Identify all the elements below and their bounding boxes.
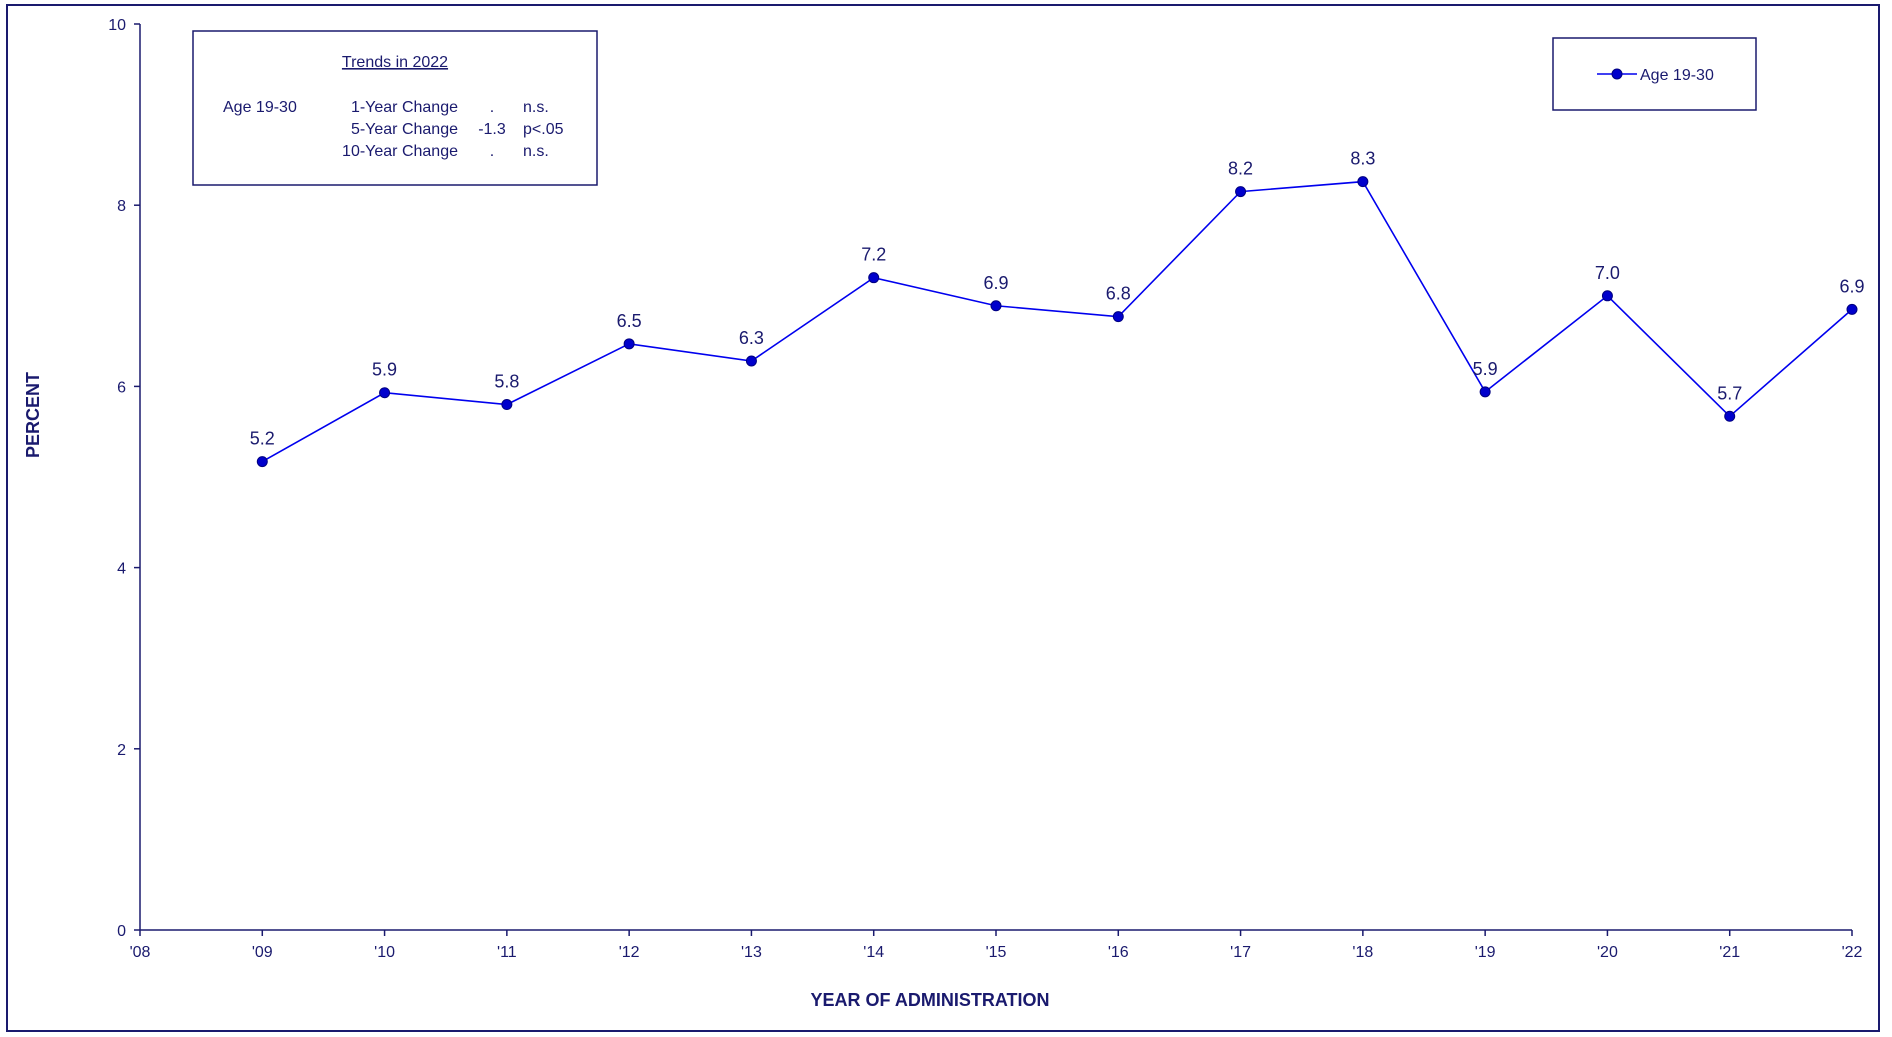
data-label: 5.8 (494, 372, 519, 392)
trends-row-sig: n.s. (523, 99, 549, 116)
data-label: 8.3 (1350, 149, 1375, 169)
data-point (1601, 290, 1613, 302)
trends-row-sig: n.s. (523, 143, 549, 160)
y-tick-label: 4 (117, 561, 126, 578)
x-tick-label: '11 (497, 944, 517, 961)
data-point (1479, 386, 1491, 398)
x-tick-label: '08 (130, 944, 151, 961)
data-point (868, 272, 880, 284)
trends-row-value: -1.3 (478, 121, 506, 138)
x-tick-label: '15 (986, 944, 1007, 961)
data-point (745, 355, 757, 367)
x-tick-label: '22 (1842, 944, 1863, 961)
legend-label: Age 19-30 (1640, 67, 1714, 84)
trends-box-group: Age 19-30 (223, 99, 297, 116)
trends-row-label: 1-Year Change (351, 99, 458, 116)
y-axis-ticks: 0 2 4 6 8 10 (108, 17, 140, 940)
series-age-19-30: 5.2 5.9 5.8 6.5 6.3 7.2 6.9 6.8 8.2 8.3 5.9 7.0 5.7 6… (250, 149, 1865, 468)
x-tick-label: '13 (741, 944, 762, 961)
trends-row-value: . (490, 143, 494, 160)
data-label: 5.9 (1473, 359, 1498, 379)
y-tick-label: 2 (117, 742, 126, 759)
data-label: 7.2 (861, 245, 886, 265)
x-tick-label: '14 (863, 944, 884, 961)
legend-marker-swatch (1611, 68, 1623, 80)
x-tick-label: '12 (619, 944, 640, 961)
x-tick-label: '16 (1108, 944, 1129, 961)
data-label: 6.9 (1839, 276, 1864, 296)
trends-box: Trends in 2022 Age 19-30 1-Year Change .… (192, 30, 598, 186)
data-label: 6.3 (739, 328, 764, 348)
x-tick-label: '09 (252, 944, 273, 961)
data-point (990, 300, 1002, 312)
trends-box-title: Trends in 2022 (342, 54, 448, 71)
data-label: 5.7 (1717, 383, 1742, 403)
x-tick-label: '21 (1719, 944, 1740, 961)
data-point (1357, 176, 1369, 188)
data-point (1112, 311, 1124, 323)
data-point (623, 338, 635, 350)
data-point (256, 456, 268, 468)
data-label: 6.8 (1106, 284, 1131, 304)
y-tick-label: 8 (117, 198, 126, 215)
x-axis-title: YEAR OF ADMINISTRATION (811, 990, 1050, 1010)
y-tick-label: 0 (117, 923, 126, 940)
legend: Age 19-30 (1552, 37, 1757, 111)
x-tick-label: '18 (1352, 944, 1373, 961)
data-point (501, 399, 513, 411)
x-tick-label: '17 (1230, 944, 1251, 961)
data-label: 7.0 (1595, 263, 1620, 283)
x-tick-label: '20 (1597, 944, 1618, 961)
data-label: 5.2 (250, 429, 275, 449)
trends-box-border (192, 30, 598, 186)
x-axis-ticks: '08 '09 '10 '11 '12 '13 '14 '15 '16 '17 '18 '19 '20 '… (130, 930, 1863, 961)
x-tick-label: '10 (374, 944, 395, 961)
trends-row-label: 5-Year Change (351, 121, 458, 138)
y-tick-label: 10 (108, 17, 126, 34)
trends-row-sig: p<.05 (523, 121, 564, 138)
data-label: 5.9 (372, 360, 397, 380)
data-label: 6.5 (617, 311, 642, 331)
legend-border (1552, 37, 1757, 111)
y-axis-title: PERCENT (23, 372, 43, 458)
data-point (379, 387, 391, 399)
data-point (1724, 410, 1736, 422)
data-point (1846, 303, 1858, 315)
data-label: 6.9 (983, 273, 1008, 293)
y-tick-label: 6 (117, 379, 126, 396)
series-line (261, 180, 1853, 463)
trends-row-value: . (490, 99, 494, 116)
data-point (1235, 186, 1247, 198)
trends-row-label: 10-Year Change (342, 143, 458, 160)
x-tick-label: '19 (1475, 944, 1496, 961)
data-label: 8.2 (1228, 159, 1253, 179)
